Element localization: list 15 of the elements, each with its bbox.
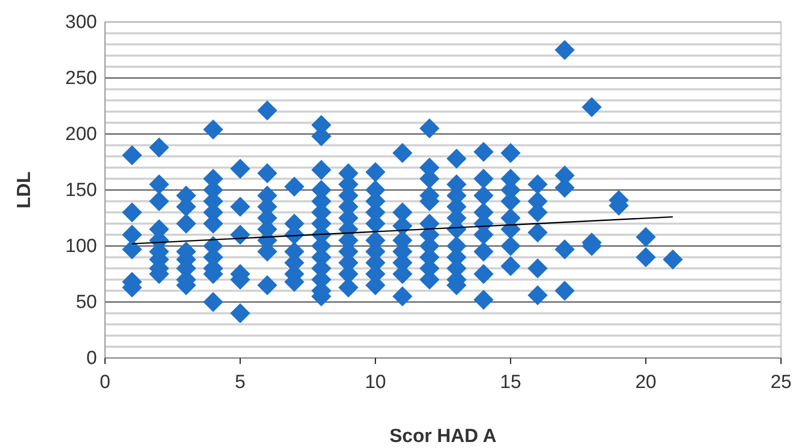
x-tick-label: 10 — [364, 372, 386, 393]
x-tick-label: 15 — [500, 372, 522, 393]
y-tick-label: 250 — [65, 68, 97, 90]
y-tick-label: 50 — [76, 292, 97, 314]
y-tick-label: 200 — [65, 124, 97, 146]
y-tick-label: 150 — [65, 180, 97, 202]
y-tick-label: 0 — [86, 348, 97, 370]
x-axis-title: Scor HAD A — [390, 426, 497, 447]
x-tick-label: 5 — [234, 372, 246, 393]
x-tick-label: 25 — [770, 372, 792, 393]
x-tick-label: 20 — [635, 372, 656, 393]
y-tick-label: 300 — [65, 12, 97, 34]
y-tick-label: 100 — [65, 236, 97, 258]
y-axis-title: LDL — [14, 171, 35, 208]
x-tick-label: 0 — [100, 372, 110, 393]
